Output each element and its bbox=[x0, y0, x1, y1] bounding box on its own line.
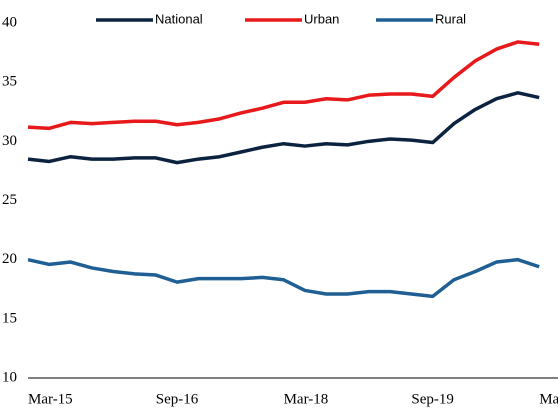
x-tick-label: Sep-19 bbox=[411, 391, 454, 407]
legend-label: Rural bbox=[435, 11, 466, 26]
x-tick-label: Sep-16 bbox=[156, 391, 199, 407]
legend-label: National bbox=[155, 11, 203, 26]
y-tick-label: 20 bbox=[2, 251, 17, 267]
y-tick-label: 30 bbox=[2, 133, 17, 149]
series-line bbox=[27, 257, 540, 299]
y-tick-label: 25 bbox=[2, 192, 17, 208]
x-tick-label: Mar-15 bbox=[28, 391, 73, 407]
y-tick-label: 15 bbox=[2, 310, 17, 326]
y-tick-label: 10 bbox=[2, 369, 17, 385]
y-tick-label: 35 bbox=[2, 74, 17, 90]
x-tick-label: Mar-18 bbox=[284, 391, 329, 407]
series-line bbox=[27, 40, 540, 131]
y-tick-label: 40 bbox=[2, 14, 17, 30]
legend-label: Urban bbox=[304, 11, 339, 26]
x-tick-label: Mar-21 bbox=[539, 391, 558, 407]
series-line bbox=[27, 91, 540, 165]
